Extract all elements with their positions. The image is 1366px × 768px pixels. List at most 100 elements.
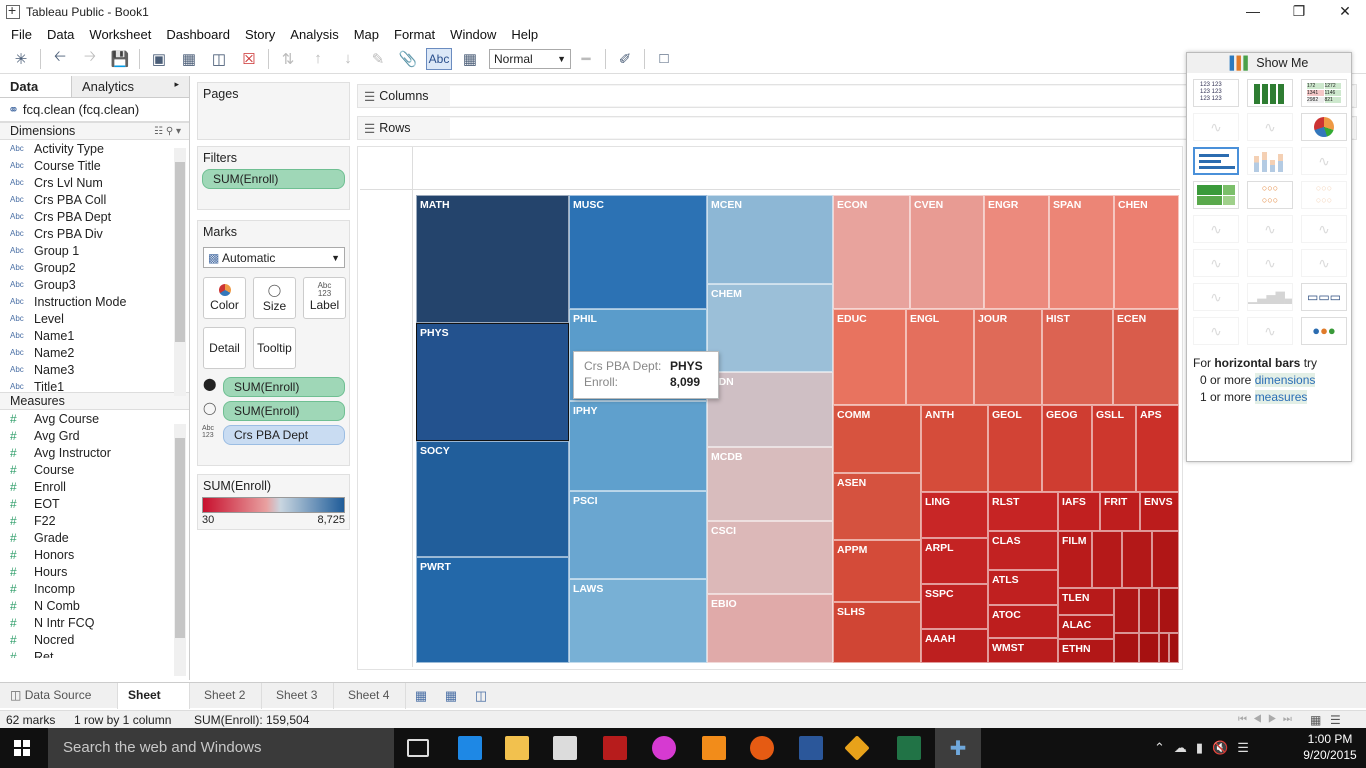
measure-field[interactable]: # EOT — [0, 495, 189, 512]
treemap-tile-math[interactable]: MATH — [416, 195, 569, 323]
chart-type-text-table-icon[interactable]: 123 123 123 123 123 123 — [1193, 79, 1239, 107]
tab-sheet-2[interactable]: Sheet 2 — [190, 682, 262, 709]
treemap-tile-csci[interactable]: CSCI — [707, 521, 833, 594]
chart-type-gantt-chart-icon[interactable]: ∿ — [1193, 317, 1239, 345]
treemap-tile-frit[interactable]: FRIT — [1100, 492, 1140, 531]
treemap-tile-pwrt[interactable]: PWRT — [416, 557, 569, 663]
tooltip-button[interactable]: Tooltip — [253, 327, 296, 369]
fit-select[interactable]: Normal ▼ — [489, 48, 571, 69]
treemap-tile-engr[interactable]: ENGR — [984, 195, 1049, 309]
new-dashboard-icon[interactable]: ▦ — [444, 687, 458, 703]
treemap[interactable]: MATH PHYS SOCY PWRT MUSC PHIL IPHY PSCI LAWS MCEN… — [416, 195, 1179, 663]
chart-type-dual-combination-icon[interactable]: ∿ — [1301, 249, 1347, 277]
store-icon[interactable] — [553, 736, 577, 760]
app-icon-diamond[interactable] — [844, 735, 870, 761]
treemap-tile-ling[interactable]: LING — [921, 492, 988, 538]
dimension-field[interactable]: Abc Crs Lvl Num — [0, 174, 189, 191]
treemap-tile-jour[interactable]: JOUR — [974, 309, 1042, 405]
menu-data[interactable]: Data — [46, 26, 75, 42]
chart-type-packed-bubbles-icon[interactable]: ●●● — [1301, 317, 1347, 345]
clear-sheet-icon[interactable]: ☒ — [242, 50, 256, 68]
dimension-field[interactable]: Abc Course Title — [0, 157, 189, 174]
tray-icons[interactable]: ⌃☁▮🔇☰ — [1154, 740, 1258, 755]
treemap-tile-sspc[interactable]: SSPC — [921, 584, 988, 629]
duplicate-sheet-icon[interactable]: ◫ — [211, 50, 227, 68]
treemap-tile-gsll[interactable]: GSLL — [1092, 405, 1136, 492]
swap-icon[interactable]: ⇅ — [281, 50, 295, 68]
active-app-highlight[interactable]: ✚ — [935, 728, 981, 768]
dimension-field[interactable]: Abc Name1 — [0, 327, 189, 344]
treemap-tile-geog[interactable]: GEOG — [1042, 405, 1092, 492]
dimension-field[interactable]: Abc Crs PBA Dept — [0, 208, 189, 225]
treemap-tile-laws[interactable]: LAWS — [569, 579, 707, 663]
sort-descending-icon[interactable]: ↓ — [344, 50, 352, 67]
highlight-icon[interactable]: ✎ — [371, 50, 385, 68]
close-button[interactable]: ✕ — [1339, 3, 1351, 19]
treemap-tile-iphy[interactable]: IPHY — [569, 401, 707, 491]
viz-area[interactable]: MATH PHYS SOCY PWRT MUSC PHIL IPHY PSCI LAWS MCEN… — [357, 146, 1183, 670]
measure-field[interactable]: # Course — [0, 461, 189, 478]
treemap-tile-film[interactable]: FILM — [1058, 531, 1092, 588]
chart-type-stacked-bars-icon[interactable] — [1247, 147, 1293, 175]
measures-scrollbar[interactable] — [174, 424, 186, 676]
chart-type-pie-chart-icon[interactable] — [1301, 113, 1347, 141]
treemap-tile-chen[interactable]: CHEN — [1114, 195, 1179, 309]
chart-type-histogram-icon[interactable]: ▁▃▅▇▃ — [1247, 283, 1293, 311]
tab-data-source[interactable]: ◫ Data Source — [0, 682, 118, 709]
chart-type-side-by-side-circles-icon[interactable]: ○○○ ○○○ — [1301, 181, 1347, 209]
mark-pill-color[interactable]: SUM(Enroll) — [223, 377, 345, 397]
save-icon[interactable]: 💾 — [110, 50, 130, 68]
columns-drop-area[interactable] — [450, 86, 1354, 106]
dimension-field[interactable]: Abc Crs PBA Coll — [0, 191, 189, 208]
detail-button[interactable]: Detail — [203, 327, 246, 369]
firefox-icon[interactable] — [750, 736, 774, 760]
treemap-tile-small[interactable] — [1139, 588, 1159, 633]
treemap-tile-anth[interactable]: ANTH — [921, 405, 988, 492]
measure-field[interactable]: # N Comb — [0, 597, 189, 614]
treemap-tile-musc[interactable]: MUSC — [569, 195, 707, 309]
rows-drop-area[interactable] — [450, 118, 1354, 138]
task-view-icon[interactable] — [407, 739, 429, 757]
dimension-field[interactable]: Abc Name2 — [0, 344, 189, 361]
taskbar-search[interactable]: Search the web and Windows — [48, 728, 394, 768]
treemap-tile-small[interactable] — [1092, 531, 1122, 588]
excel-icon[interactable] — [897, 736, 921, 760]
treemap-tile-envs[interactable]: ENVS — [1140, 492, 1179, 531]
dimensions-scrollbar[interactable] — [174, 148, 186, 396]
chart-type-filled-map-icon[interactable]: ∿ — [1247, 113, 1293, 141]
chart-type-lines-discrete-icon[interactable]: ∿ — [1247, 215, 1293, 243]
treemap-tile-educ[interactable]: EDUC — [833, 309, 906, 405]
chart-type-heat-map-icon[interactable] — [1247, 79, 1293, 107]
menu-window[interactable]: Window — [450, 26, 497, 42]
treemap-tile-asen[interactable]: ASEN — [833, 473, 921, 540]
sort-ascending-icon[interactable]: ↑ — [314, 50, 322, 67]
treemap-tile-cven[interactable]: CVEN — [910, 195, 984, 309]
measure-field[interactable]: # Nocred — [0, 631, 189, 648]
treemap-tile-ethn[interactable]: ETHN — [1058, 639, 1114, 663]
size-button[interactable]: ◯ Size — [253, 277, 296, 319]
treemap-tile-engl[interactable]: ENGL — [906, 309, 974, 405]
nav-arrows-icon[interactable]: ⏮◀▶⏭ — [1238, 714, 1298, 725]
tab-data[interactable]: Data — [0, 76, 72, 97]
chart-type-area-continuous-icon[interactable]: ∿ — [1193, 249, 1239, 277]
treemap-tile-econ[interactable]: ECON — [833, 195, 910, 309]
grid-view-icon[interactable]: ▦ — [1310, 712, 1322, 727]
dimensions-tools-icon[interactable]: ☷ ⚲ ▾ — [154, 125, 181, 137]
menu-dashboard[interactable]: Dashboard — [166, 26, 230, 42]
measure-field[interactable]: # Avg Course — [0, 410, 189, 427]
new-story-icon[interactable]: ◫ — [474, 687, 488, 703]
treemap-tile-geol[interactable]: GEOL — [988, 405, 1042, 492]
chart-type-lines-continuous-icon[interactable]: ∿ — [1193, 215, 1239, 243]
minimize-button[interactable]: — — [1246, 3, 1260, 19]
treemap-tile-aps[interactable]: APS — [1136, 405, 1179, 492]
measure-field[interactable]: # Grade — [0, 529, 189, 546]
treemap-tile-clas[interactable]: CLAS — [988, 531, 1058, 570]
pane-menu-icon[interactable]: ▸ — [174, 79, 179, 89]
chart-type-highlight-table-icon[interactable]: 172 1272 1341 1146 2982 821 — [1301, 79, 1347, 107]
measures-link[interactable]: measures — [1254, 390, 1308, 404]
menu-analysis[interactable]: Analysis — [290, 26, 339, 42]
dimensions-link[interactable]: dimensions — [1254, 373, 1316, 387]
measure-field[interactable]: # F22 — [0, 512, 189, 529]
treemap-tile-mcen[interactable]: MCEN — [707, 195, 833, 284]
dimension-field[interactable]: Abc Activity Type — [0, 140, 189, 157]
